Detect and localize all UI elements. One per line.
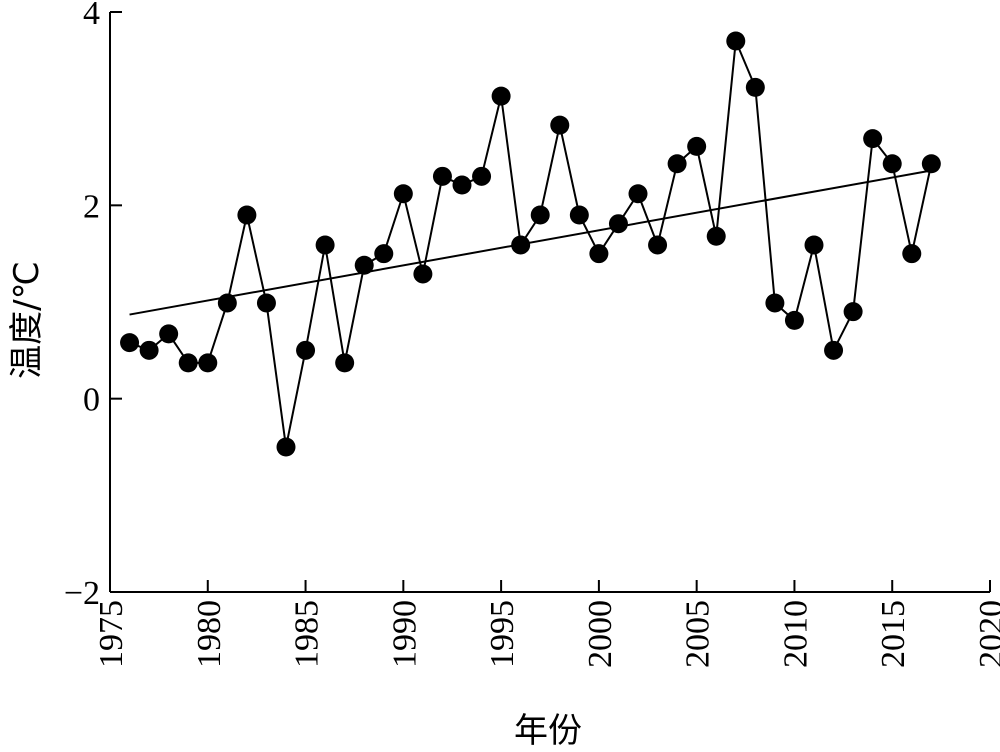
data-point: [413, 264, 433, 284]
y-tick-label: 2: [83, 188, 100, 225]
data-point: [315, 235, 335, 255]
series-group: [120, 31, 941, 457]
data-point: [608, 214, 628, 234]
data-point: [432, 166, 452, 186]
data-point: [687, 136, 707, 156]
data-point: [921, 154, 941, 174]
x-tick-label: 1980: [191, 600, 228, 668]
data-point: [354, 255, 374, 275]
data-point: [589, 244, 609, 264]
data-point: [882, 154, 902, 174]
data-point: [452, 175, 472, 195]
data-point: [726, 31, 746, 51]
data-point: [393, 184, 413, 204]
data-point: [648, 235, 668, 255]
data-point: [706, 226, 726, 246]
x-tick-label: 2005: [680, 600, 717, 668]
data-point: [902, 244, 922, 264]
x-tick-label: 2000: [582, 600, 619, 668]
x-tick-label: 2010: [777, 600, 814, 668]
data-point: [139, 340, 159, 360]
x-tick-label: 1990: [386, 600, 423, 668]
data-point: [178, 353, 198, 373]
data-point: [237, 205, 257, 225]
series-line: [129, 40, 933, 448]
x-tick-label: 2020: [973, 600, 1000, 668]
data-point: [530, 205, 550, 225]
data-point: [667, 154, 687, 174]
data-point: [374, 244, 394, 264]
y-tick-label: −2: [64, 575, 100, 612]
data-point: [863, 129, 883, 149]
x-tick-label: 1975: [93, 600, 130, 668]
data-point: [472, 166, 492, 186]
data-point: [569, 205, 589, 225]
x-tick-label: 1985: [289, 600, 326, 668]
data-point: [198, 353, 218, 373]
data-point: [511, 235, 531, 255]
data-point: [745, 77, 765, 97]
x-axis-title: 年份: [514, 711, 582, 751]
data-point: [217, 293, 237, 313]
data-point: [550, 115, 570, 135]
data-point: [256, 293, 276, 313]
data-point: [843, 302, 863, 322]
data-point: [784, 310, 804, 330]
y-axis-title: 温度/℃: [7, 261, 47, 379]
data-point: [628, 184, 648, 204]
x-tick-label: 1995: [484, 600, 521, 668]
data-point: [276, 437, 296, 457]
data-point: [120, 333, 140, 353]
data-point: [824, 340, 844, 360]
x-tick-label: 2015: [875, 600, 912, 668]
axes: −2 0 2 4 1975 1980 1985 1990 1995 2000 2005 2010 201…: [64, 0, 1000, 668]
data-point: [804, 235, 824, 255]
data-point: [491, 86, 511, 106]
data-point: [159, 324, 179, 344]
y-tick-label: 4: [83, 0, 100, 32]
y-tick-label: 0: [83, 382, 100, 419]
data-point: [296, 340, 316, 360]
data-point: [765, 293, 785, 313]
data-point: [335, 353, 355, 373]
